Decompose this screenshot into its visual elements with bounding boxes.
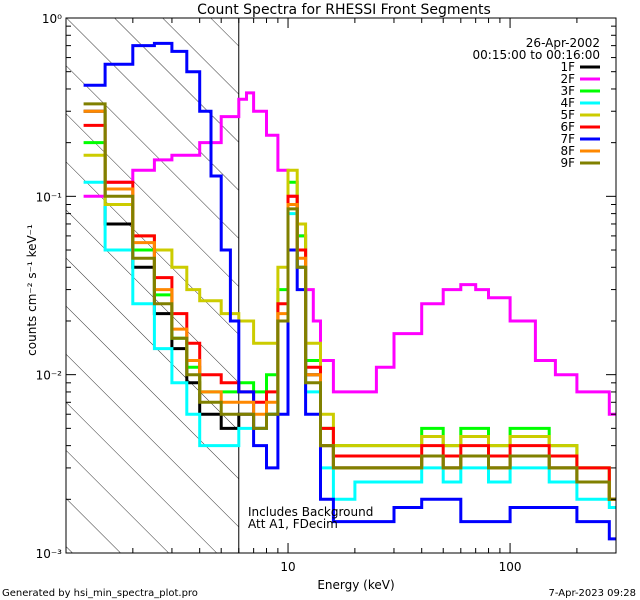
annotation-background: Includes Background <box>248 505 373 519</box>
y-tick-label: 10⁻¹ <box>36 190 63 204</box>
legend-label-8F: 8F <box>560 144 575 158</box>
date-label: 26-Apr-2002 <box>526 36 600 50</box>
legend-label-5F: 5F <box>560 108 575 122</box>
chart-title: Count Spectra for RHESSI Front Segments <box>197 2 491 18</box>
y-axis-label: counts cm⁻² s⁻¹ keV⁻¹ <box>25 224 39 356</box>
series-2F <box>83 91 616 416</box>
legend-label-7F: 7F <box>560 132 575 146</box>
annotation-attenuator: Att A1, FDecim <box>248 517 338 531</box>
y-tick-label: 10⁻² <box>36 369 63 383</box>
legend-label-9F: 9F <box>560 156 575 170</box>
legend-label-3F: 3F <box>560 84 575 98</box>
plot-frame <box>65 17 617 554</box>
legend-label-6F: 6F <box>560 120 575 134</box>
time-range-label: 00:15:00 to 00:16:00 <box>473 48 600 62</box>
x-axis-label: Energy (keV) <box>317 578 394 592</box>
x-tick-label: 100 <box>499 560 522 574</box>
y-tick-label: 10⁻³ <box>36 547 63 561</box>
legend-label-1F: 1F <box>560 60 575 74</box>
legend-label-2F: 2F <box>560 72 575 86</box>
background-shaded-region <box>66 18 239 553</box>
footer-generated-by: Generated by hsi_min_spectra_plot.pro <box>2 588 198 599</box>
y-tick-label: 10⁰ <box>42 12 62 26</box>
series-9F <box>83 102 616 501</box>
legend-label-4F: 4F <box>560 96 575 110</box>
series-7F <box>83 41 616 541</box>
x-tick-label: 10 <box>280 560 295 574</box>
footer-timestamp: 7-Apr-2023 09:28 <box>549 588 636 599</box>
